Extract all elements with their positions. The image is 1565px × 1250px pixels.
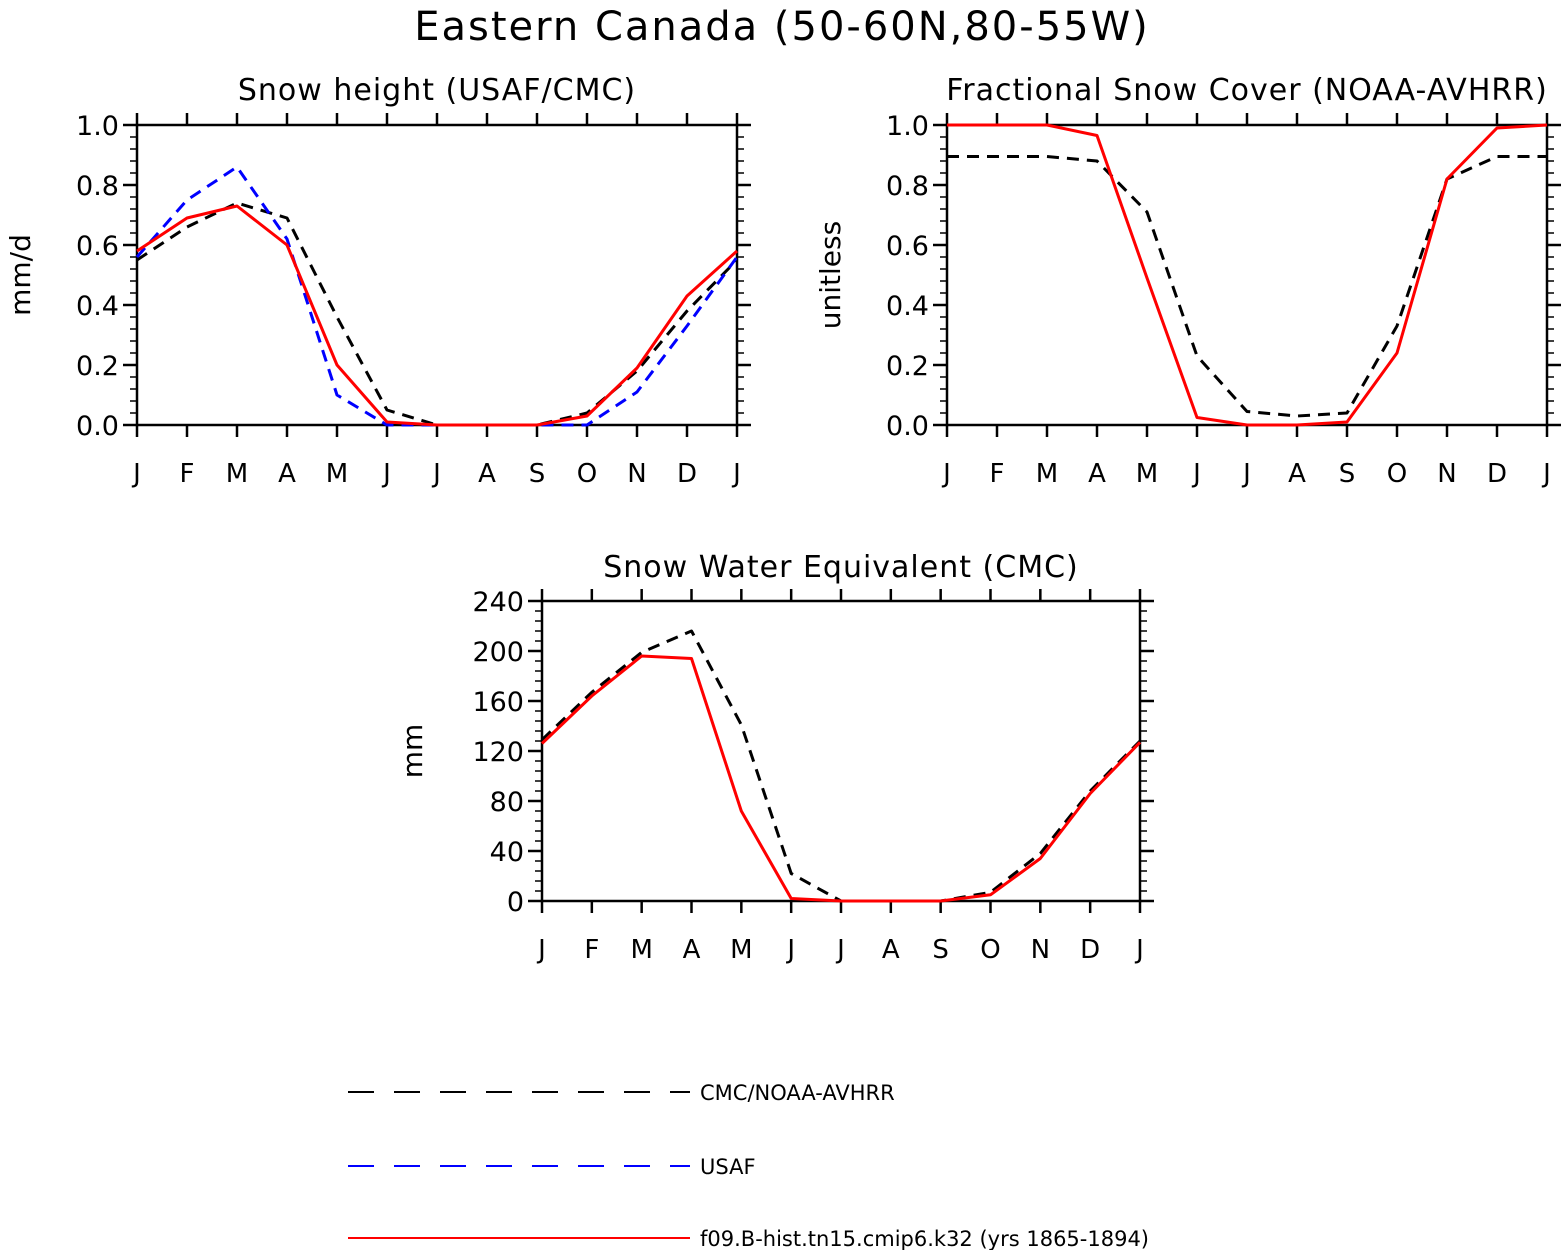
x-tick-label: J — [785, 935, 795, 965]
y-tick-label: 0.2 — [76, 351, 119, 382]
series-line-cmc-noaa-avhrr — [947, 155, 1547, 418]
x-tick-label: A — [278, 459, 296, 489]
x-tick-label: S — [1339, 459, 1356, 489]
panel-title: Snow Water Equivalent (CMC) — [603, 550, 1078, 585]
x-tick-label: M — [1036, 459, 1058, 489]
y-axis-label: mm — [396, 724, 429, 779]
x-tick-label: N — [627, 459, 646, 489]
x-tick-label: S — [932, 935, 949, 965]
y-tick-label: 80 — [490, 787, 524, 818]
plot-frame — [540, 599, 1142, 903]
y-tick-label: 0.6 — [886, 231, 929, 262]
legend: CMC/NOAA-AVHRR USAF f09.B-hist.tn15.cmip6.… — [348, 1081, 1149, 1250]
x-tick-label: M — [730, 935, 752, 965]
panel-title: Snow height (USAF/CMC) — [238, 73, 636, 108]
x-tick-label: N — [1437, 459, 1456, 489]
x-tick-label: F — [180, 459, 195, 489]
series-line-f09-b-hist-tn15-cmip6-k32 — [540, 654, 1142, 903]
chart-panel-1: Snow height (USAF/CMC)mm/dJ F M A M J J A S O N D J0… — [4, 73, 751, 489]
y-axis-label: mm/d — [4, 234, 37, 316]
y-tick-label: 0.8 — [886, 171, 929, 202]
x-tick-label: J — [536, 935, 546, 965]
x-tick-label: D — [1487, 459, 1507, 489]
y-tick-label: 0.0 — [886, 411, 929, 442]
y-tick-label: 0.4 — [76, 291, 119, 322]
y-tick-label: 1.0 — [886, 111, 929, 142]
x-tick-label: J — [1134, 935, 1144, 965]
y-tick-label: 0 — [507, 887, 524, 918]
y-tick-label: 0.2 — [886, 351, 929, 382]
y-axis-label: unitless — [814, 221, 847, 329]
y-tick-label: 0.6 — [76, 231, 119, 262]
x-tick-label: J — [131, 459, 141, 489]
legend-label: f09.B-hist.tn15.cmip6.k32 (yrs 1865-1894… — [700, 1227, 1149, 1250]
chart-panel-2: Fractional Snow Cover (NOAA-AVHRR) unitle… — [814, 73, 1561, 489]
x-tick-label: F — [584, 935, 599, 965]
x-tick-label: J — [835, 935, 845, 965]
x-tick-label: A — [478, 459, 496, 489]
x-tick-label: J — [941, 459, 951, 489]
y-tick-label: 120 — [472, 737, 524, 768]
x-tick-label: M — [1136, 459, 1158, 489]
x-tick-label: J — [1241, 459, 1251, 489]
x-tick-label: J — [731, 459, 741, 489]
x-tick-label: A — [683, 935, 701, 965]
series-line-f09-b-hist-tn15-cmip6-k32 — [947, 123, 1548, 427]
y-tick-label: 240 — [472, 587, 524, 618]
y-tick-label: 160 — [472, 687, 524, 718]
y-tick-label: 0.4 — [886, 291, 929, 322]
x-tick-label: A — [1288, 459, 1306, 489]
x-tick-label: J — [1541, 459, 1551, 489]
x-tick-label: O — [577, 459, 597, 489]
y-tick-label: 1.0 — [76, 111, 119, 142]
y-tick-label: 0.8 — [76, 171, 119, 202]
series-line-cmc-noaa-avhrr — [136, 201, 739, 427]
legend-label: CMC/NOAA-AVHRR — [700, 1081, 895, 1105]
panel-title: Fractional Snow Cover (NOAA-AVHRR) — [946, 73, 1548, 108]
x-tick-label: F — [990, 459, 1005, 489]
y-tick-label: 40 — [490, 837, 524, 868]
x-tick-label: A — [882, 935, 900, 965]
x-tick-label: S — [529, 459, 546, 489]
x-tick-label: N — [1031, 935, 1050, 965]
x-tick-label: M — [326, 459, 348, 489]
figure-title: Eastern Canada (50-60N,80-55W) — [414, 4, 1150, 50]
chart-panel-3: Snow Water Equivalent (CMC)mmJ F M A M J J A S O N… — [396, 550, 1154, 965]
series-line-cmc-noaa-avhrr — [540, 629, 1142, 903]
x-tick-label: J — [381, 459, 391, 489]
x-tick-label: D — [677, 459, 697, 489]
x-tick-label: J — [431, 459, 441, 489]
legend-label: USAF — [700, 1155, 756, 1179]
y-tick-label: 200 — [472, 637, 524, 668]
x-tick-label: J — [1191, 459, 1201, 489]
series-line-usaf — [135, 165, 739, 427]
x-tick-label: A — [1088, 459, 1106, 489]
x-tick-label: O — [980, 935, 1000, 965]
x-tick-label: D — [1080, 935, 1100, 965]
x-tick-label: M — [226, 459, 248, 489]
y-tick-label: 0.0 — [76, 411, 119, 442]
series-line-f09-b-hist-tn15-cmip6-k32 — [136, 204, 739, 427]
x-tick-label: M — [630, 935, 652, 965]
chart-panels: Snow height (USAF/CMC)mm/dJ F M A M J J A S O N D J0… — [4, 73, 1561, 965]
x-tick-label: O — [1387, 459, 1407, 489]
